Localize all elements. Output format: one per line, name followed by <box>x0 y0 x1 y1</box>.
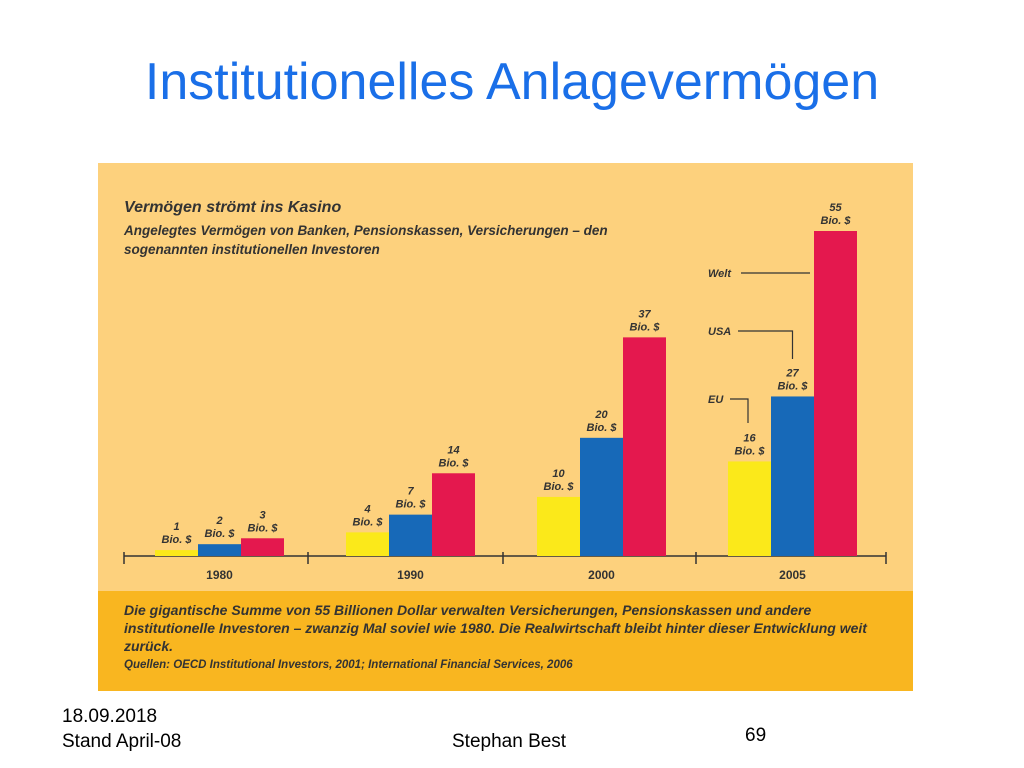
slide-stand: Stand April-08 <box>62 731 182 752</box>
slide-author: Stephan Best <box>452 731 567 752</box>
data-label-value: 4 <box>363 503 370 515</box>
slide-date: 18.09.2018 <box>62 706 158 727</box>
data-label-value: 1 <box>173 521 179 533</box>
legend-usa-leader <box>738 330 794 359</box>
bar-usa-2000 <box>580 437 623 556</box>
bar-usa-1980 <box>198 544 241 556</box>
chart-subtitle: Angelegtes Vermögen von Banken, Pensions… <box>124 223 608 257</box>
data-label-unit: Bio. $ <box>439 457 470 469</box>
slide-title: Institutionelles Anlagevermögen <box>144 53 880 111</box>
bar-welt-2000 <box>623 337 666 556</box>
bar-usa-2005 <box>771 396 814 556</box>
chart-footnote: Die gigantische Summe von 55 Billionen D… <box>124 602 867 654</box>
data-label-unit: Bio. $ <box>396 499 427 511</box>
data-label-value: 20 <box>594 409 608 421</box>
data-label-unit: Bio. $ <box>778 380 809 392</box>
data-label-value: 3 <box>259 509 265 521</box>
data-label-value: 10 <box>552 468 565 480</box>
chart-footer: Die gigantische Summe von 55 Billionen D… <box>98 591 913 691</box>
legend-welt-label: Welt <box>708 268 732 280</box>
chart-source: Quellen: OECD Institutional Investors, 2… <box>124 659 573 671</box>
data-label-unit: Bio. $ <box>630 321 661 333</box>
bar-eu-1990 <box>346 532 389 556</box>
legend-usa-label: USA <box>708 326 731 338</box>
data-label-value: 16 <box>743 432 756 444</box>
bar-welt-1990 <box>432 473 475 556</box>
bar-eu-1980 <box>155 550 198 556</box>
x-tick-label: 2005 <box>779 568 806 582</box>
data-label-unit: Bio. $ <box>821 215 852 227</box>
x-tick-label: 1980 <box>206 568 233 582</box>
legend-eu-leader <box>730 398 749 423</box>
chart-title: Vermögen strömt ins Kasino <box>124 199 342 216</box>
slide-number: 69 <box>745 725 767 746</box>
bar-eu-2000 <box>537 496 580 556</box>
x-tick-label: 2000 <box>588 568 615 582</box>
data-label-value: 7 <box>407 486 414 498</box>
data-label-unit: Bio. $ <box>205 528 236 540</box>
data-label-value: 55 <box>829 202 842 214</box>
data-label-unit: Bio. $ <box>162 534 193 546</box>
bar-eu-2005 <box>728 461 771 556</box>
data-label-value: 14 <box>447 444 459 456</box>
bar-welt-2005 <box>814 231 857 556</box>
data-label-unit: Bio. $ <box>544 481 575 493</box>
data-label-unit: Bio. $ <box>735 445 766 457</box>
legend-eu-label: EU <box>708 394 724 406</box>
data-label-unit: Bio. $ <box>248 522 279 534</box>
bar-welt-1980 <box>241 538 284 556</box>
data-label-value: 37 <box>638 308 651 320</box>
x-tick-label: 1990 <box>397 568 424 582</box>
data-label-value: 2 <box>215 515 222 527</box>
data-label-value: 27 <box>785 367 799 379</box>
data-label-unit: Bio. $ <box>587 422 618 434</box>
bar-usa-1990 <box>389 514 432 556</box>
data-label-unit: Bio. $ <box>353 516 384 528</box>
chart-panel: Vermögen strömt ins Kasino Angelegtes Ve… <box>98 163 913 691</box>
